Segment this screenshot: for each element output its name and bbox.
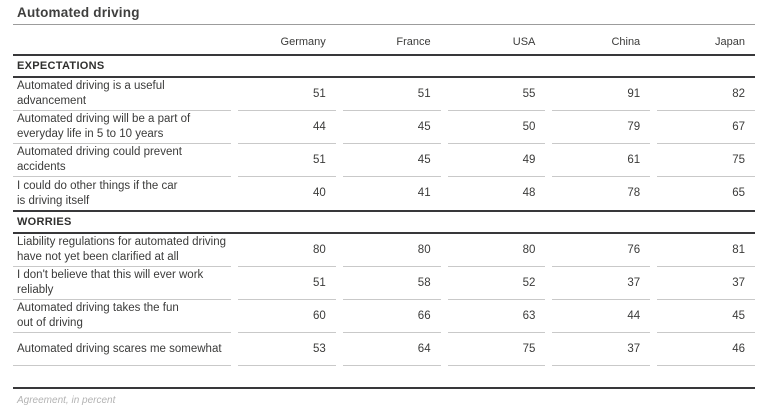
row-label: I could do other things if the car is dr… bbox=[17, 179, 178, 207]
value-cell: 51 bbox=[342, 78, 441, 111]
value-cell: 37 bbox=[552, 333, 651, 366]
table-row: Automated driving is a useful advancemen… bbox=[13, 78, 755, 111]
value-cell: 40 bbox=[313, 187, 326, 199]
value-cell: 44 bbox=[238, 111, 336, 144]
table-row: Automated driving scares me somewhat 53 … bbox=[13, 333, 755, 366]
page-title: Automated driving bbox=[13, 6, 755, 25]
value-cell: 67 bbox=[657, 111, 755, 144]
row-label: Automated driving could prevent accident… bbox=[13, 144, 231, 177]
table-row: Automated driving could prevent accident… bbox=[13, 144, 755, 177]
value-cell: 58 bbox=[342, 267, 441, 300]
row-label: Automated driving scares me somewhat bbox=[13, 333, 231, 366]
row-label: I don't believe that this will ever work… bbox=[13, 267, 231, 300]
value-cell: 66 bbox=[342, 300, 441, 333]
value-cell: 76 bbox=[552, 234, 651, 267]
value-cell: 44 bbox=[552, 300, 651, 333]
value-cell: 41 bbox=[417, 187, 431, 199]
value-cell: 37 bbox=[657, 267, 755, 300]
value-cell: 49 bbox=[447, 144, 546, 177]
value-cell: 80 bbox=[447, 234, 546, 267]
value-cell: 80 bbox=[238, 234, 336, 267]
row-label: Automated driving will be a part of ever… bbox=[13, 111, 231, 144]
value-cell: 52 bbox=[447, 267, 546, 300]
column-header-row: Germany France USA China Japan bbox=[13, 25, 755, 54]
section-header-expectations: EXPECTATIONS bbox=[13, 54, 755, 78]
value-cell: 61 bbox=[552, 144, 651, 177]
section-header-worries: WORRIES bbox=[13, 210, 755, 234]
value-cell: 45 bbox=[657, 300, 755, 333]
value-cell: 82 bbox=[657, 78, 755, 111]
value-cell: 75 bbox=[447, 333, 546, 366]
value-cell: 60 bbox=[238, 300, 336, 333]
value-cell: 51 bbox=[238, 144, 336, 177]
value-cell: 79 bbox=[552, 111, 651, 144]
value-cell: 75 bbox=[657, 144, 755, 177]
value-cell: 65 bbox=[732, 187, 745, 199]
value-cell: 80 bbox=[342, 234, 441, 267]
row-label: Automated driving takes the fun out of d… bbox=[13, 300, 231, 333]
bottom-rule bbox=[13, 387, 755, 389]
column-header-usa: USA bbox=[512, 36, 536, 48]
table-row: Automated driving will be a part of ever… bbox=[13, 111, 755, 144]
column-header-japan: Japan bbox=[715, 36, 745, 48]
value-cell: 53 bbox=[238, 333, 336, 366]
table-row: Automated driving takes the fun out of d… bbox=[13, 300, 755, 333]
value-cell: 64 bbox=[342, 333, 441, 366]
value-cell: 51 bbox=[238, 78, 336, 111]
value-cell: 46 bbox=[657, 333, 755, 366]
table-row: Liability regulations for automated driv… bbox=[13, 234, 755, 267]
column-header-germany: Germany bbox=[280, 36, 326, 48]
value-cell: 63 bbox=[447, 300, 546, 333]
footnote: Agreement, in percent bbox=[17, 395, 116, 406]
value-cell: 37 bbox=[552, 267, 651, 300]
value-cell: 45 bbox=[342, 144, 441, 177]
value-cell: 45 bbox=[342, 111, 441, 144]
value-cell: 91 bbox=[552, 78, 651, 111]
table-row: I don't believe that this will ever work… bbox=[13, 267, 755, 300]
value-cell: 51 bbox=[238, 267, 336, 300]
column-header-china: China bbox=[611, 36, 641, 48]
spacer bbox=[13, 366, 755, 387]
value-cell: 55 bbox=[447, 78, 546, 111]
column-header-france: France bbox=[396, 36, 431, 48]
value-cell: 48 bbox=[522, 187, 536, 199]
row-label: Automated driving is a useful advancemen… bbox=[13, 78, 231, 111]
value-cell: 81 bbox=[657, 234, 755, 267]
header-spacer bbox=[13, 25, 231, 54]
row-label: Liability regulations for automated driv… bbox=[13, 234, 231, 267]
table-row: I could do other things if the car is dr… bbox=[13, 177, 755, 210]
value-cell: 50 bbox=[447, 111, 546, 144]
value-cell: 78 bbox=[627, 187, 641, 199]
